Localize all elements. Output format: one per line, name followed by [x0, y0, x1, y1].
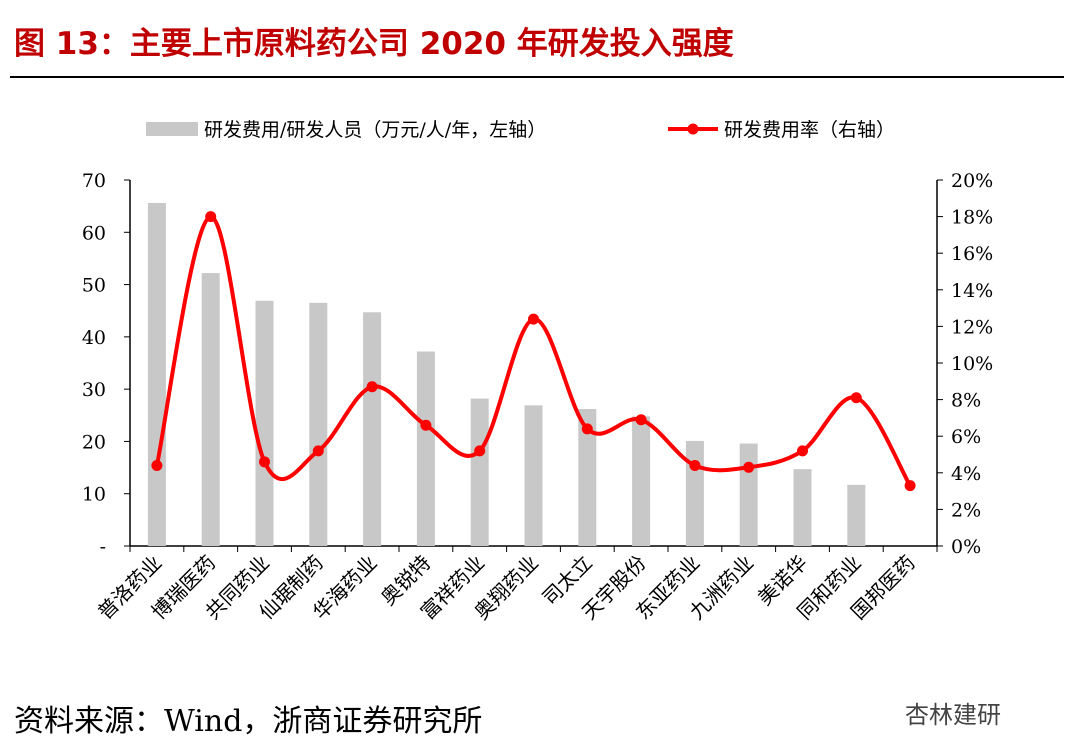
left-tick-label: 60 [82, 222, 106, 244]
right-tick-label: 16% [951, 243, 993, 265]
rate-point [474, 445, 486, 457]
left-tick-label: 40 [82, 327, 106, 349]
bar [255, 300, 274, 546]
bar [847, 484, 866, 546]
bar [685, 440, 704, 546]
right-tick-label: 18% [951, 207, 993, 229]
left-tick-label: 30 [82, 379, 106, 401]
rate-point [689, 459, 701, 471]
rate-point [797, 445, 808, 457]
bar [309, 302, 328, 546]
left-tick-label: 10 [82, 484, 106, 506]
right-tick-label: 2% [951, 499, 981, 521]
left-tick-label: 50 [82, 275, 106, 297]
rate-point [151, 459, 163, 471]
chart: - 10 20 30 40 50 60 70 0% 2% 4% 6% 8% 10% 12% 14% 16% 18%… [82, 119, 993, 624]
right-tick-label: 6% [951, 426, 981, 448]
rate-point [420, 419, 432, 431]
left-tick-label: - [100, 536, 106, 558]
bar [632, 416, 651, 546]
rate-point [259, 456, 270, 468]
legend-line-label: 研发费用率（右轴） [724, 119, 895, 141]
right-tick-label: 8% [951, 390, 981, 412]
bar [416, 351, 435, 546]
bar [739, 443, 758, 546]
right-tick-label: 14% [951, 280, 993, 302]
legend-bar-swatch [146, 122, 198, 136]
rate-point [205, 211, 217, 223]
bar [363, 312, 382, 546]
bar [793, 469, 812, 546]
rate-point [312, 445, 324, 457]
right-tick-label: 0% [951, 536, 981, 558]
rate-point [850, 392, 862, 404]
source-note: 资料来源：Wind，浙商证券研究所 [14, 704, 483, 739]
rate-point [904, 480, 916, 492]
rate-point [635, 414, 647, 426]
bar [470, 398, 489, 546]
bar [147, 203, 166, 546]
bar [578, 409, 597, 546]
rate-point [528, 313, 539, 325]
rate-point [581, 423, 593, 435]
watermark: 杏林建研 [905, 701, 1001, 729]
legend-line-marker [687, 123, 699, 135]
left-tick-label: 20 [82, 431, 106, 453]
bar [524, 405, 543, 546]
rate-line [154, 214, 912, 487]
rate-point [743, 461, 755, 473]
left-tick-label: 70 [82, 170, 106, 192]
right-tick-label: 20% [951, 170, 993, 192]
legend-bar-label: 研发费用/研发人员（万元/人/年，左轴） [204, 119, 546, 141]
figure-title: 图 13：主要上市原料药公司 2020 年研发投入强度 [14, 26, 734, 62]
bar [201, 273, 220, 546]
rate-point [366, 381, 378, 393]
title-divider [10, 76, 1064, 78]
right-tick-label: 10% [951, 353, 993, 375]
right-tick-label: 4% [951, 463, 981, 485]
right-tick-label: 12% [951, 316, 993, 338]
